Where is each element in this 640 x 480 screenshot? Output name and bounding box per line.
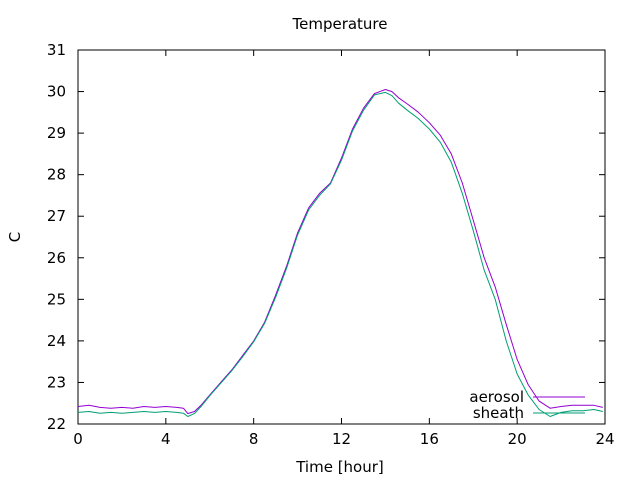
y-axis: 22 23 24 25 26 27 28 29 30 31 [47, 41, 605, 433]
x-tick-label: 20 [508, 430, 527, 448]
y-tick-label: 26 [47, 249, 66, 267]
x-tick-label: 16 [420, 430, 439, 448]
y-axis-label: C [6, 232, 24, 242]
x-tick-label: 24 [595, 430, 614, 448]
series-layer [77, 89, 603, 417]
y-tick-label: 23 [47, 373, 66, 391]
y-tick-label: 27 [47, 207, 66, 225]
y-tick-label: 29 [47, 124, 66, 142]
chart-title: Temperature [291, 15, 387, 33]
y-tick-label: 30 [47, 83, 66, 101]
y-tick-label: 25 [47, 290, 66, 308]
x-tick-label: 4 [161, 430, 171, 448]
x-axis: 0 4 8 12 16 20 24 [73, 50, 615, 448]
y-tick-label: 28 [47, 166, 66, 184]
x-tick-label: 8 [249, 430, 259, 448]
y-tick-label: 31 [47, 41, 66, 59]
y-tick-label: 22 [47, 415, 66, 433]
y-tick-label: 24 [47, 332, 66, 350]
x-tick-label: 0 [73, 430, 83, 448]
series-line-sheath [77, 91, 603, 417]
plot-area-frame [77, 49, 606, 425]
x-axis-label: Time [hour] [295, 458, 384, 476]
legend-label-aerosol: aerosol [469, 388, 524, 406]
series-line-aerosol [77, 89, 603, 415]
legend-label-sheath: sheath [473, 404, 524, 422]
x-tick-label: 12 [332, 430, 351, 448]
